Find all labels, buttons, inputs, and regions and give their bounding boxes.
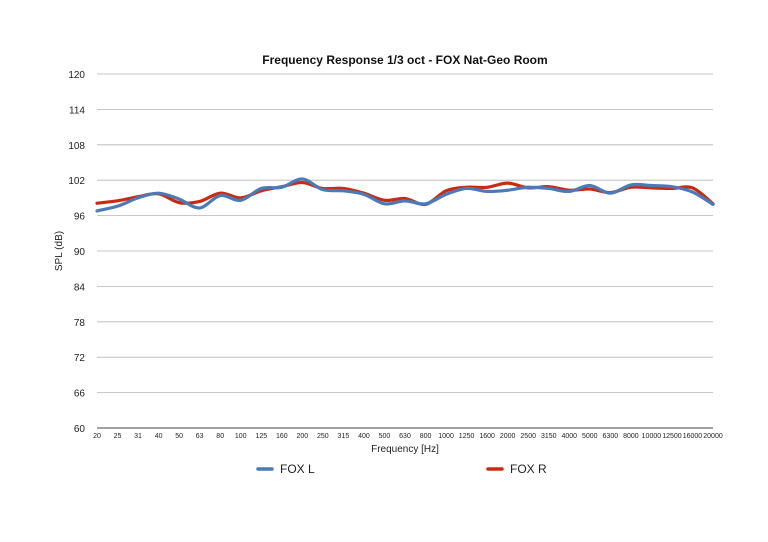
x-tick-label: 125 bbox=[255, 433, 267, 440]
x-axis-label: Frequency [Hz] bbox=[371, 444, 439, 455]
x-tick-label: 2000 bbox=[500, 433, 516, 440]
x-tick-label: 25 bbox=[114, 433, 122, 440]
x-tick-label: 12500 bbox=[662, 433, 682, 440]
x-tick-label: 200 bbox=[296, 433, 308, 440]
y-tick-label: 84 bbox=[74, 282, 86, 293]
y-tick-label: 96 bbox=[74, 212, 86, 223]
x-tick-label: 63 bbox=[196, 433, 204, 440]
x-tick-label: 100 bbox=[235, 433, 247, 440]
x-tick-label: 630 bbox=[399, 433, 411, 440]
x-tick-label: 1000 bbox=[438, 433, 454, 440]
x-tick-label: 20 bbox=[93, 433, 101, 440]
x-tick-label: 250 bbox=[317, 433, 329, 440]
x-tick-label: 80 bbox=[216, 433, 224, 440]
y-tick-label: 72 bbox=[74, 353, 86, 364]
x-tick-label: 40 bbox=[155, 433, 163, 440]
x-tick-label: 31 bbox=[134, 433, 142, 440]
y-tick-label: 78 bbox=[74, 318, 86, 329]
x-tick-label: 315 bbox=[338, 433, 350, 440]
x-tick-label: 400 bbox=[358, 433, 370, 440]
x-tick-label: 6300 bbox=[603, 433, 619, 440]
x-tick-label: 4000 bbox=[561, 433, 577, 440]
y-tick-label: 90 bbox=[74, 247, 86, 258]
legend: FOX L FOX R bbox=[256, 462, 547, 476]
y-tick-label: 66 bbox=[74, 389, 86, 400]
x-tick-label: 10000 bbox=[642, 433, 662, 440]
y-tick-label: 102 bbox=[68, 176, 85, 187]
chart-title: Frequency Response 1/3 oct - FOX Nat-Geo… bbox=[262, 53, 547, 67]
x-tick-labels: 20 25 31 40 50 63 80 100 125 160 200 250 315 400 500 63… bbox=[93, 433, 723, 440]
y-tick-labels: 60 66 72 78 84 90 96 102 108 114 120 bbox=[68, 70, 85, 435]
x-tick-label: 50 bbox=[175, 433, 183, 440]
y-tick-label: 60 bbox=[74, 424, 86, 435]
x-tick-label: 800 bbox=[420, 433, 432, 440]
legend-label: FOX R bbox=[510, 462, 547, 476]
x-tick-label: 5000 bbox=[582, 433, 598, 440]
x-tick-label: 3150 bbox=[541, 433, 557, 440]
x-tick-label: 8000 bbox=[623, 433, 639, 440]
y-tick-label: 108 bbox=[68, 141, 85, 152]
x-tick-label: 2500 bbox=[520, 433, 536, 440]
y-tick-label: 120 bbox=[68, 70, 85, 81]
x-tick-label: 1600 bbox=[479, 433, 495, 440]
x-tick-label: 20000 bbox=[703, 433, 723, 440]
grid-lines bbox=[97, 73, 713, 394]
series-line-fox-l bbox=[95, 177, 715, 213]
x-tick-label: 160 bbox=[276, 433, 288, 440]
y-axis-label: SPL (dB) bbox=[54, 231, 65, 271]
y-tick-label: 114 bbox=[69, 105, 85, 116]
x-tick-label: 500 bbox=[379, 433, 391, 440]
x-tick-label: 16000 bbox=[683, 433, 703, 440]
series-lines bbox=[95, 177, 715, 213]
x-tick-label: 1250 bbox=[459, 433, 475, 440]
legend-label: FOX L bbox=[280, 462, 315, 476]
